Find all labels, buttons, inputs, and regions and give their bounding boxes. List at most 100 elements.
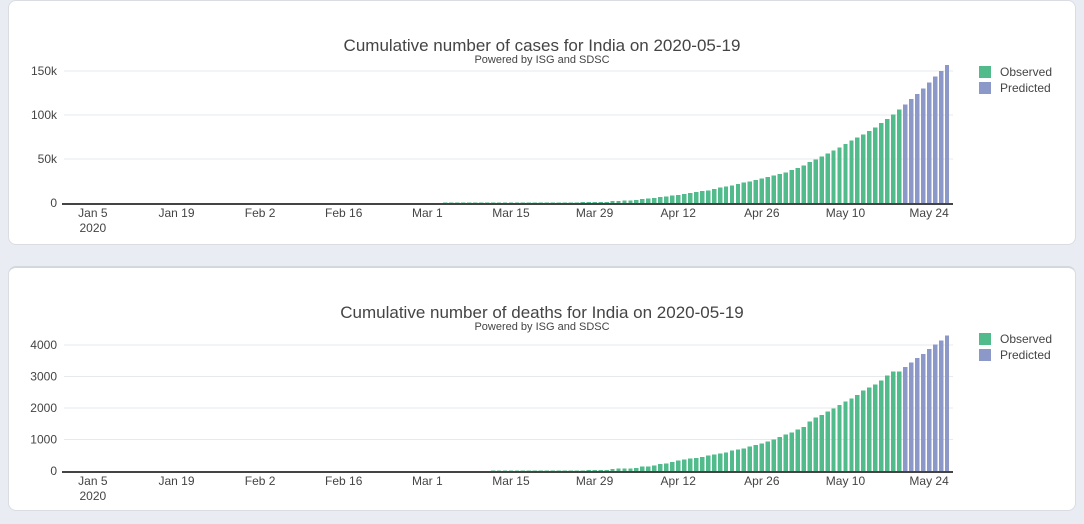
bar-observed[interactable] <box>574 202 579 203</box>
bar-predicted[interactable] <box>920 353 926 471</box>
bar-predicted[interactable] <box>926 82 932 203</box>
bar-observed[interactable] <box>849 398 854 471</box>
bar-observed[interactable] <box>586 470 591 471</box>
bar-observed[interactable] <box>729 185 735 203</box>
legend-item-predicted[interactable]: Predicted <box>979 347 1052 363</box>
bar-observed[interactable] <box>544 202 550 203</box>
bar-observed[interactable] <box>783 434 788 471</box>
bar-observed[interactable] <box>556 470 561 471</box>
bar-observed[interactable] <box>723 186 729 203</box>
bar-predicted[interactable] <box>938 70 944 203</box>
bar-observed[interactable] <box>729 450 735 471</box>
bar-observed[interactable] <box>735 449 741 471</box>
bar-observed[interactable] <box>843 143 848 203</box>
bar-observed[interactable] <box>789 170 794 203</box>
bar-observed[interactable] <box>508 202 514 203</box>
bar-observed[interactable] <box>520 470 526 471</box>
bar-observed[interactable] <box>837 404 842 471</box>
bar-observed[interactable] <box>831 408 836 471</box>
bar-observed[interactable] <box>520 202 526 203</box>
legend-item-observed[interactable]: Observed <box>979 331 1052 347</box>
legend-item-observed[interactable]: Observed <box>979 64 1052 80</box>
bar-observed[interactable] <box>813 417 818 471</box>
bar-observed[interactable] <box>861 134 866 203</box>
bar-observed[interactable] <box>699 456 705 471</box>
bar-observed[interactable] <box>831 150 836 203</box>
bar-observed[interactable] <box>735 184 741 203</box>
bar-observed[interactable] <box>783 172 788 203</box>
bar-observed[interactable] <box>777 437 782 471</box>
bar-observed[interactable] <box>765 177 771 203</box>
bar-observed[interactable] <box>879 380 884 471</box>
bar-observed[interactable] <box>472 202 478 203</box>
bar-observed[interactable] <box>819 414 824 471</box>
bar-observed[interactable] <box>897 109 902 203</box>
bar-observed[interactable] <box>634 467 639 471</box>
bar-predicted[interactable] <box>926 349 932 471</box>
bar-observed[interactable] <box>443 202 448 203</box>
bar-observed[interactable] <box>777 173 782 203</box>
bar-observed[interactable] <box>580 202 585 203</box>
bar-observed[interactable] <box>670 195 675 203</box>
bar-observed[interactable] <box>508 470 514 471</box>
bar-observed[interactable] <box>771 439 777 471</box>
bar-observed[interactable] <box>879 123 884 203</box>
bar-observed[interactable] <box>478 202 484 203</box>
bar-observed[interactable] <box>461 202 466 203</box>
bar-observed[interactable] <box>711 454 717 471</box>
bar-observed[interactable] <box>795 429 800 471</box>
bar-predicted[interactable] <box>938 340 944 471</box>
bar-observed[interactable] <box>610 469 615 471</box>
bar-observed[interactable] <box>807 421 812 471</box>
legend-item-predicted[interactable]: Predicted <box>979 80 1052 96</box>
bar-observed[interactable] <box>759 178 765 203</box>
bar-observed[interactable] <box>682 459 687 471</box>
bar-observed[interactable] <box>825 411 830 472</box>
bar-predicted[interactable] <box>944 64 950 203</box>
bar-observed[interactable] <box>741 182 747 203</box>
bar-predicted[interactable] <box>914 358 920 471</box>
bar-observed[interactable] <box>747 181 753 203</box>
bar-observed[interactable] <box>658 197 663 203</box>
bar-observed[interactable] <box>550 202 555 203</box>
bar-observed[interactable] <box>891 114 896 203</box>
bar-observed[interactable] <box>825 153 830 203</box>
bar-observed[interactable] <box>676 194 681 203</box>
bar-observed[interactable] <box>813 159 818 203</box>
bar-observed[interactable] <box>526 202 532 203</box>
bar-observed[interactable] <box>843 401 848 471</box>
bar-observed[interactable] <box>562 470 567 471</box>
bar-observed[interactable] <box>484 202 490 203</box>
bar-predicted[interactable] <box>932 76 938 203</box>
bar-observed[interactable] <box>699 191 705 203</box>
bar-observed[interactable] <box>568 470 573 471</box>
bar-observed[interactable] <box>532 202 538 203</box>
bar-observed[interactable] <box>622 468 627 471</box>
bar-observed[interactable] <box>514 202 520 203</box>
bar-observed[interactable] <box>885 375 890 471</box>
bar-observed[interactable] <box>861 390 866 471</box>
bar-observed[interactable] <box>658 463 663 471</box>
bar-observed[interactable] <box>873 384 878 471</box>
bar-observed[interactable] <box>693 458 699 471</box>
bar-observed[interactable] <box>598 201 603 203</box>
bar-observed[interactable] <box>897 371 902 471</box>
bar-observed[interactable] <box>568 202 573 203</box>
bar-observed[interactable] <box>705 190 711 203</box>
bar-observed[interactable] <box>765 441 771 471</box>
bar-predicted[interactable] <box>920 88 926 203</box>
bar-observed[interactable] <box>604 201 609 203</box>
bar-observed[interactable] <box>747 446 753 471</box>
bar-observed[interactable] <box>592 470 597 471</box>
bar-observed[interactable] <box>711 189 717 203</box>
bar-observed[interactable] <box>664 463 669 471</box>
bar-observed[interactable] <box>556 202 561 203</box>
bar-observed[interactable] <box>449 202 454 203</box>
bar-observed[interactable] <box>849 140 854 203</box>
bar-observed[interactable] <box>640 466 645 471</box>
bar-observed[interactable] <box>622 200 627 203</box>
bar-observed[interactable] <box>502 202 508 203</box>
bar-observed[interactable] <box>514 470 520 471</box>
bar-observed[interactable] <box>801 427 806 471</box>
